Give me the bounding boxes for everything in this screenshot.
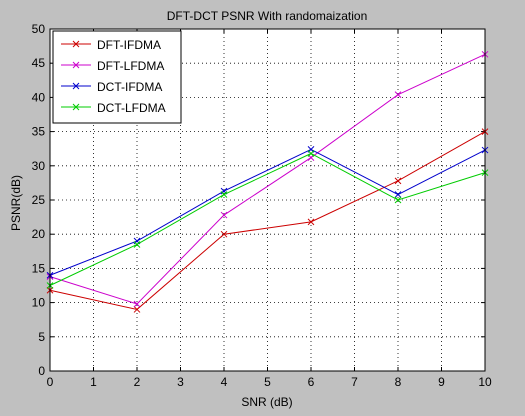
plot-frame bbox=[49, 28, 486, 372]
chart-title: DFT-DCT PSNR With randomaization bbox=[167, 9, 368, 23]
y-tick-label: 50 bbox=[32, 22, 46, 36]
series-dft-lfdma bbox=[46, 50, 489, 308]
legend-label: DFT-IFDMA bbox=[97, 38, 161, 52]
y-tick-label: 35 bbox=[32, 125, 46, 139]
legend-label: DCT-IFDMA bbox=[97, 80, 162, 94]
y-tick-label: 10 bbox=[32, 296, 46, 310]
x-tick-label: 8 bbox=[395, 375, 402, 389]
x-tick-label: 9 bbox=[438, 375, 445, 389]
series-line bbox=[49, 152, 486, 286]
data-marker bbox=[72, 40, 80, 48]
y-tick-label: 25 bbox=[32, 193, 46, 207]
data-marker bbox=[133, 306, 141, 313]
y-tick-label: 15 bbox=[32, 261, 46, 275]
series-dct-lfdma bbox=[46, 150, 489, 289]
data-marker bbox=[220, 211, 228, 219]
y-tick-label: 5 bbox=[38, 330, 45, 344]
data-marker bbox=[220, 230, 228, 238]
y-axis-ticks: 0 5 10 15 20 25 30 35 40 45 50 bbox=[32, 22, 485, 378]
data-marker bbox=[133, 300, 141, 308]
y-tick-label: 0 bbox=[38, 364, 45, 378]
y-tick-label: 30 bbox=[32, 159, 46, 173]
data-marker bbox=[394, 91, 402, 99]
x-tick-label: 3 bbox=[177, 375, 184, 389]
legend: DFT-IFDMA DFT-LFDMA DCT-IFDMA DCT-LFDMA bbox=[52, 30, 182, 124]
x-tick-label: 6 bbox=[308, 375, 315, 389]
x-tick-label: 0 bbox=[47, 375, 54, 389]
data-marker bbox=[307, 218, 315, 226]
legend-label: DCT-LFDMA bbox=[97, 101, 166, 115]
series-layer bbox=[46, 50, 489, 313]
x-axis-label: SNR (dB) bbox=[241, 395, 292, 409]
data-marker bbox=[220, 191, 228, 198]
data-marker bbox=[72, 82, 80, 90]
y-tick-label: 20 bbox=[32, 227, 46, 241]
x-tick-label: 10 bbox=[478, 375, 492, 389]
legend-label: DFT-LFDMA bbox=[97, 59, 164, 73]
y-tick-label: 45 bbox=[32, 56, 46, 70]
x-tick-label: 7 bbox=[351, 375, 358, 389]
y-tick-label: 40 bbox=[32, 90, 46, 104]
data-marker bbox=[394, 196, 402, 204]
series-line bbox=[49, 148, 486, 276]
data-marker bbox=[72, 103, 80, 111]
x-tick-label: 2 bbox=[134, 375, 141, 389]
x-tick-label: 5 bbox=[264, 375, 271, 389]
x-tick-label: 4 bbox=[221, 375, 228, 389]
data-marker bbox=[72, 61, 80, 69]
y-axis-label: PSNR(dB) bbox=[9, 175, 23, 231]
series-line bbox=[49, 53, 486, 305]
data-marker bbox=[394, 191, 402, 198]
data-marker bbox=[307, 150, 315, 157]
x-axis-ticks: 0 1 2 3 4 5 6 7 8 9 10 bbox=[47, 29, 492, 389]
data-marker bbox=[133, 241, 141, 248]
data-marker bbox=[394, 177, 402, 185]
series-line bbox=[49, 131, 486, 310]
x-tick-label: 1 bbox=[90, 375, 97, 389]
